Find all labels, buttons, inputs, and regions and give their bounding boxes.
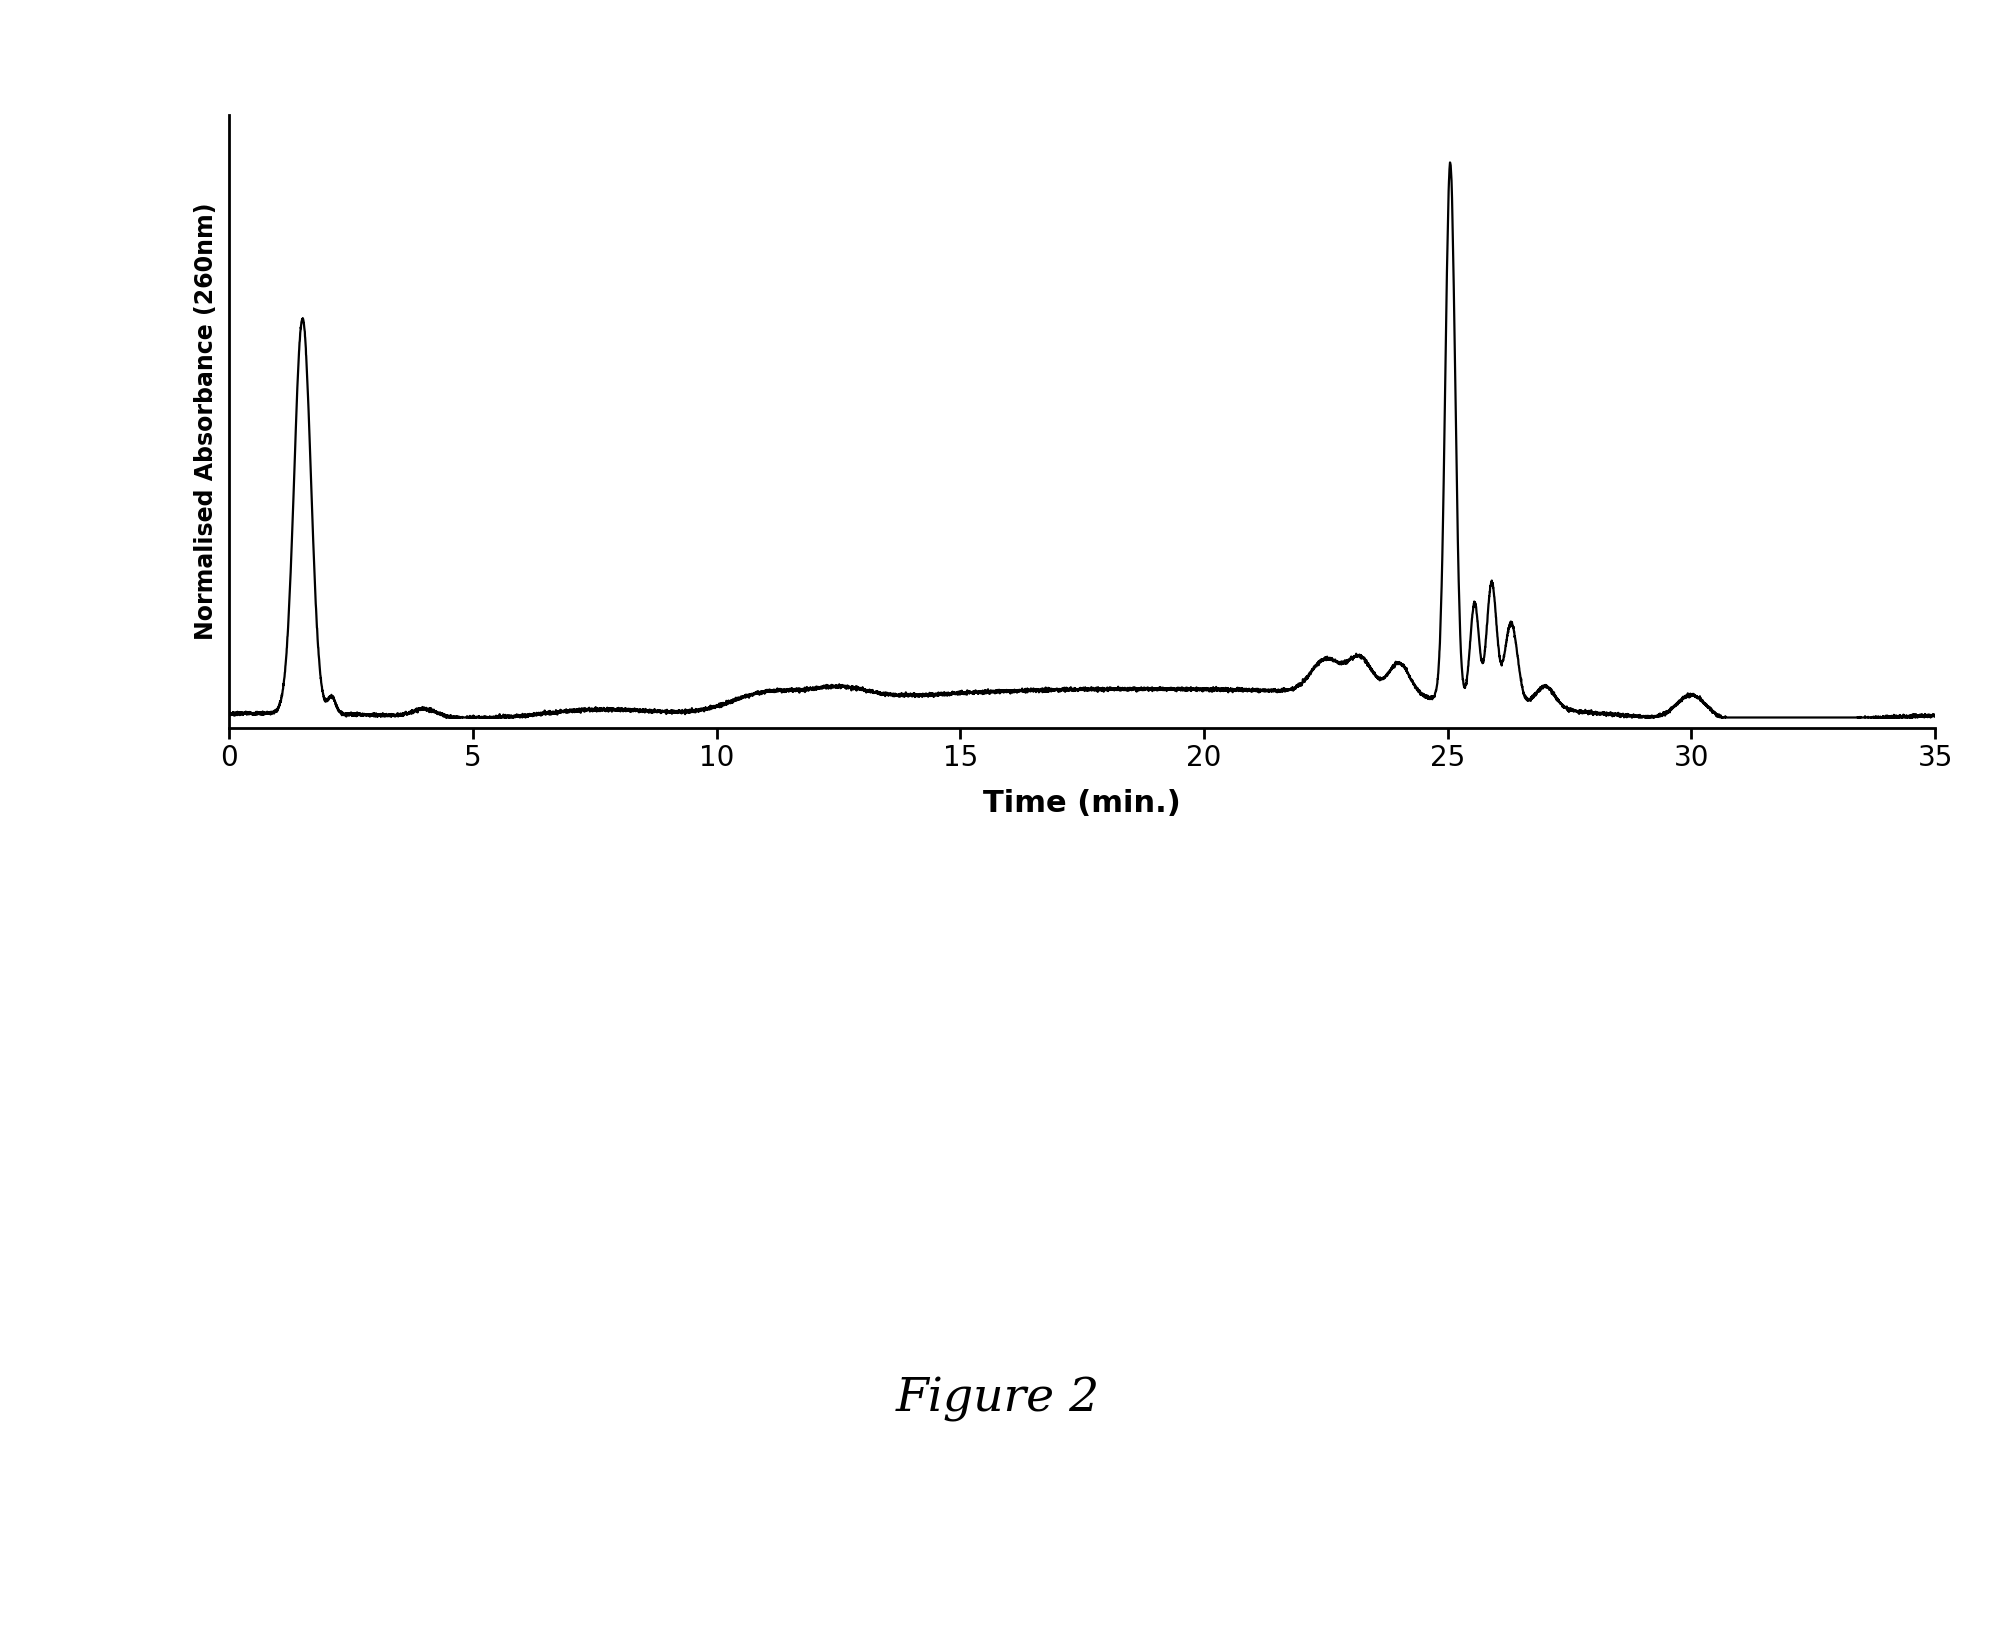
X-axis label: Time (min.): Time (min.) — [984, 789, 1181, 818]
Text: Figure 2: Figure 2 — [896, 1377, 1099, 1423]
Y-axis label: Normalised Absorbance (260nm): Normalised Absorbance (260nm) — [194, 203, 217, 640]
